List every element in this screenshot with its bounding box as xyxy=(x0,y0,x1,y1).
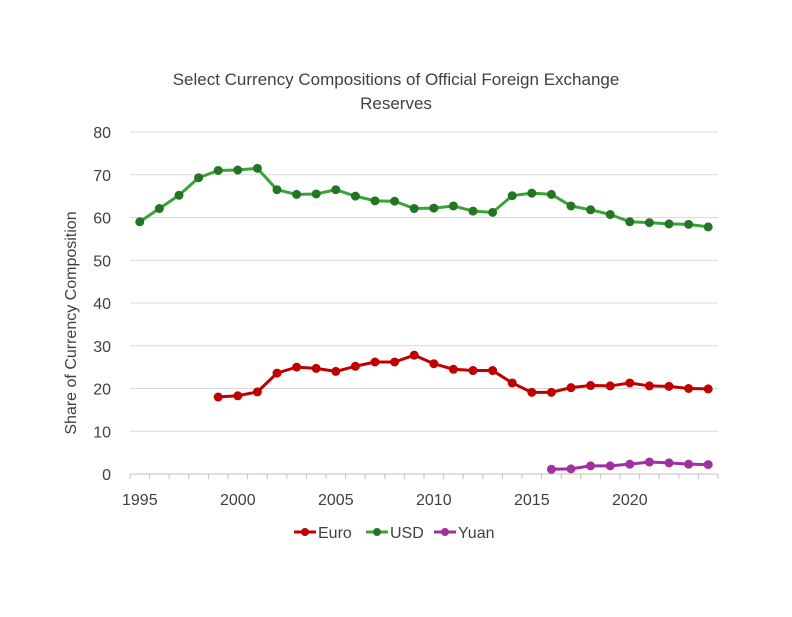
data-point-usd xyxy=(566,201,576,211)
data-point-euro xyxy=(331,366,341,376)
y-tick-label: 0 xyxy=(102,467,111,484)
data-point-euro xyxy=(350,361,360,371)
data-point-euro xyxy=(625,378,635,388)
data-point-euro xyxy=(213,392,223,402)
x-tick-label: 2000 xyxy=(220,492,256,509)
legend-marker-yuan xyxy=(441,528,449,536)
data-point-euro xyxy=(644,381,654,391)
data-point-usd xyxy=(546,189,556,199)
data-point-usd xyxy=(252,163,262,173)
grid-lines xyxy=(130,131,718,432)
y-tick-label: 50 xyxy=(93,253,111,270)
data-point-euro xyxy=(370,357,380,367)
x-tick-label: 2020 xyxy=(612,492,648,509)
data-point-euro xyxy=(546,387,556,397)
data-point-yuan xyxy=(625,459,635,469)
data-point-yuan xyxy=(703,460,713,470)
chart-title-line-1: Select Currency Compositions of Official… xyxy=(173,70,620,89)
data-point-euro xyxy=(468,366,478,376)
chart-title-line-2: Reserves xyxy=(360,94,432,113)
data-point-usd xyxy=(292,189,302,199)
data-point-yuan xyxy=(684,459,694,469)
data-point-usd xyxy=(135,217,145,227)
x-tick-label: 2010 xyxy=(416,492,452,509)
axes: 0 10 20 30 40 50 60 70 80 1995 2000 2005 2010 2015 202… xyxy=(93,125,719,509)
data-point-euro xyxy=(664,381,674,391)
data-point-usd xyxy=(605,210,615,220)
data-point-usd xyxy=(586,205,596,215)
data-point-euro xyxy=(703,384,713,394)
data-point-yuan xyxy=(586,461,596,471)
data-point-euro xyxy=(605,381,615,391)
data-point-euro xyxy=(507,378,517,388)
y-tick-label: 60 xyxy=(93,211,111,228)
y-axis-label: Share of Currency Composition xyxy=(63,211,80,434)
legend: Euro USD Yuan xyxy=(294,525,494,542)
data-point-usd xyxy=(370,196,380,206)
y-tick-label: 30 xyxy=(93,339,111,356)
data-point-usd xyxy=(174,190,184,200)
legend-marker-usd xyxy=(373,528,381,536)
data-point-usd xyxy=(272,185,282,195)
legend-label-yuan: Yuan xyxy=(458,525,494,542)
data-point-usd xyxy=(448,201,458,211)
data-point-usd xyxy=(194,173,204,183)
data-point-usd xyxy=(507,191,517,201)
x-tick-label: 1995 xyxy=(122,492,158,509)
data-point-usd xyxy=(409,204,419,214)
data-point-usd xyxy=(154,204,164,214)
data-point-euro xyxy=(566,383,576,393)
data-point-yuan xyxy=(566,464,576,474)
data-point-euro xyxy=(311,363,321,373)
data-point-yuan xyxy=(664,458,674,468)
data-point-usd xyxy=(625,217,635,227)
data-point-usd xyxy=(527,188,537,198)
data-point-euro xyxy=(527,387,537,397)
legend-marker-euro xyxy=(301,528,309,536)
data-point-usd xyxy=(684,219,694,229)
legend-label-usd: USD xyxy=(390,525,424,542)
data-point-euro xyxy=(429,359,439,369)
data-point-yuan xyxy=(546,464,556,474)
data-point-usd xyxy=(468,206,478,216)
y-tick-label: 10 xyxy=(93,424,111,441)
x-tick-label: 2015 xyxy=(514,492,550,509)
series-line-usd xyxy=(138,166,710,229)
y-tick-label: 20 xyxy=(93,382,111,399)
series-line-euro xyxy=(216,353,710,399)
y-tick-label: 70 xyxy=(93,168,111,185)
data-point-euro xyxy=(448,364,458,374)
data-point-usd xyxy=(233,165,243,175)
data-point-euro xyxy=(390,357,400,367)
data-point-euro xyxy=(488,366,498,376)
data-point-euro xyxy=(272,368,282,378)
data-point-usd xyxy=(331,185,341,195)
data-point-yuan xyxy=(605,461,615,471)
y-tick-label: 80 xyxy=(93,125,111,142)
x-tick-label: 2005 xyxy=(318,492,354,509)
plot-area xyxy=(135,163,713,474)
data-point-usd xyxy=(350,191,360,201)
data-point-usd xyxy=(664,219,674,229)
data-point-euro xyxy=(586,381,596,391)
data-point-usd xyxy=(488,207,498,217)
data-point-euro xyxy=(292,362,302,372)
data-point-usd xyxy=(213,165,223,175)
data-point-euro xyxy=(252,387,262,397)
data-point-usd xyxy=(703,222,713,232)
data-point-usd xyxy=(429,203,439,213)
legend-label-euro: Euro xyxy=(318,525,352,542)
data-point-usd xyxy=(644,218,654,228)
data-point-yuan xyxy=(644,457,654,467)
y-tick-label: 40 xyxy=(93,296,111,313)
data-point-euro xyxy=(233,391,243,401)
data-point-usd xyxy=(390,196,400,206)
data-point-usd xyxy=(311,189,321,199)
data-point-euro xyxy=(409,350,419,360)
data-point-euro xyxy=(684,384,694,393)
